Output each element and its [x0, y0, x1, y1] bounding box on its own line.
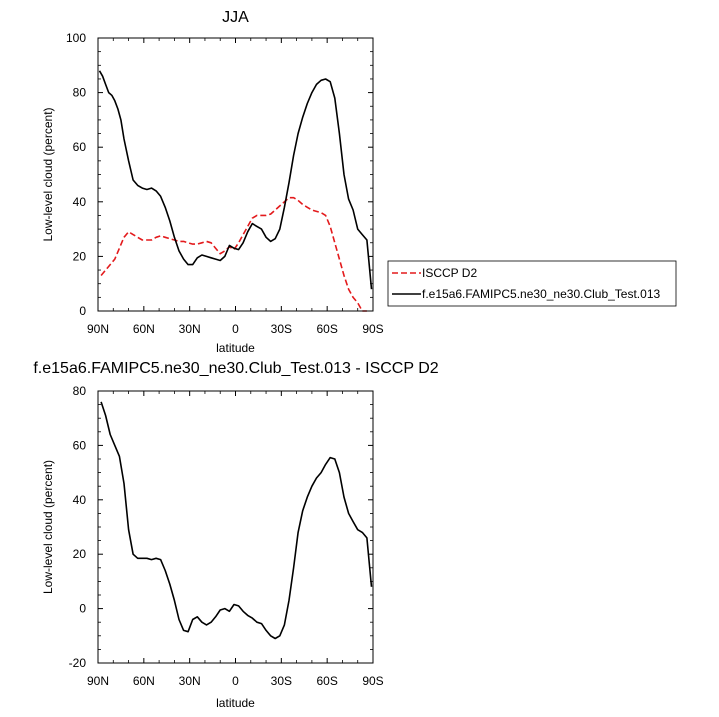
y-tick-label: -20 [69, 656, 87, 670]
x-tick-label: 30N [179, 674, 201, 688]
y-tick-label: 60 [73, 140, 87, 154]
x-tick-label: 30S [271, 674, 292, 688]
y-tick-label: 40 [73, 195, 87, 209]
x-tick-label: 0 [232, 322, 239, 336]
series-line-1 [100, 196, 367, 312]
x-tick-label: 30S [271, 322, 292, 336]
x-axis-label: latitude [216, 341, 255, 355]
y-tick-label: 20 [73, 547, 87, 561]
x-tick-label: 60S [316, 674, 337, 688]
chart-title: f.e15a6.FAMIPC5.ne30_ne30.Club_Test.013 … [33, 360, 438, 377]
y-tick-label: 80 [73, 384, 87, 398]
y-tick-label: 0 [79, 602, 86, 616]
series-line-2 [98, 70, 373, 290]
x-tick-label: 90N [87, 674, 109, 688]
legend: ISCCP D2 f.e15a6.FAMIPC5.ne30_ne30.Club_T… [387, 260, 677, 307]
x-tick-label: 60S [316, 322, 337, 336]
legend-label-2: f.e15a6.FAMIPC5.ne30_ne30.Club_Test.013 [422, 287, 660, 301]
x-tick-label: 90S [362, 322, 383, 336]
x-tick-label: 90N [87, 322, 109, 336]
y-tick-label: 20 [73, 249, 87, 263]
y-axis-label: Low-level cloud (percent) [41, 107, 55, 241]
y-tick-label: 40 [73, 493, 87, 507]
chart-2: f.e15a6.FAMIPC5.ne30_ne30.Club_Test.013 … [33, 360, 438, 710]
series-line-1 [100, 401, 373, 640]
y-tick-label: 60 [73, 438, 87, 452]
x-axis-label: latitude [216, 696, 255, 710]
x-tick-label: 0 [232, 674, 239, 688]
chart-title: JJA [222, 9, 249, 26]
y-tick-label: 100 [66, 31, 86, 45]
y-tick-label: 0 [79, 304, 86, 318]
legend-label-1: ISCCP D2 [422, 266, 477, 280]
x-tick-label: 60N [133, 322, 155, 336]
x-tick-label: 30N [179, 322, 201, 336]
legend-box [387, 260, 677, 307]
chart-1: JJA 90N 60N 30N 0 30S 60S 90S 0 20 40 60 80 100 latitu… [41, 9, 677, 355]
x-tick-label: 90S [362, 674, 383, 688]
x-tick-label: 60N [133, 674, 155, 688]
y-tick-label: 80 [73, 86, 87, 100]
plot-frame [97, 390, 374, 664]
y-axis-label: Low-level cloud (percent) [41, 460, 55, 594]
plot-frame [97, 37, 374, 312]
